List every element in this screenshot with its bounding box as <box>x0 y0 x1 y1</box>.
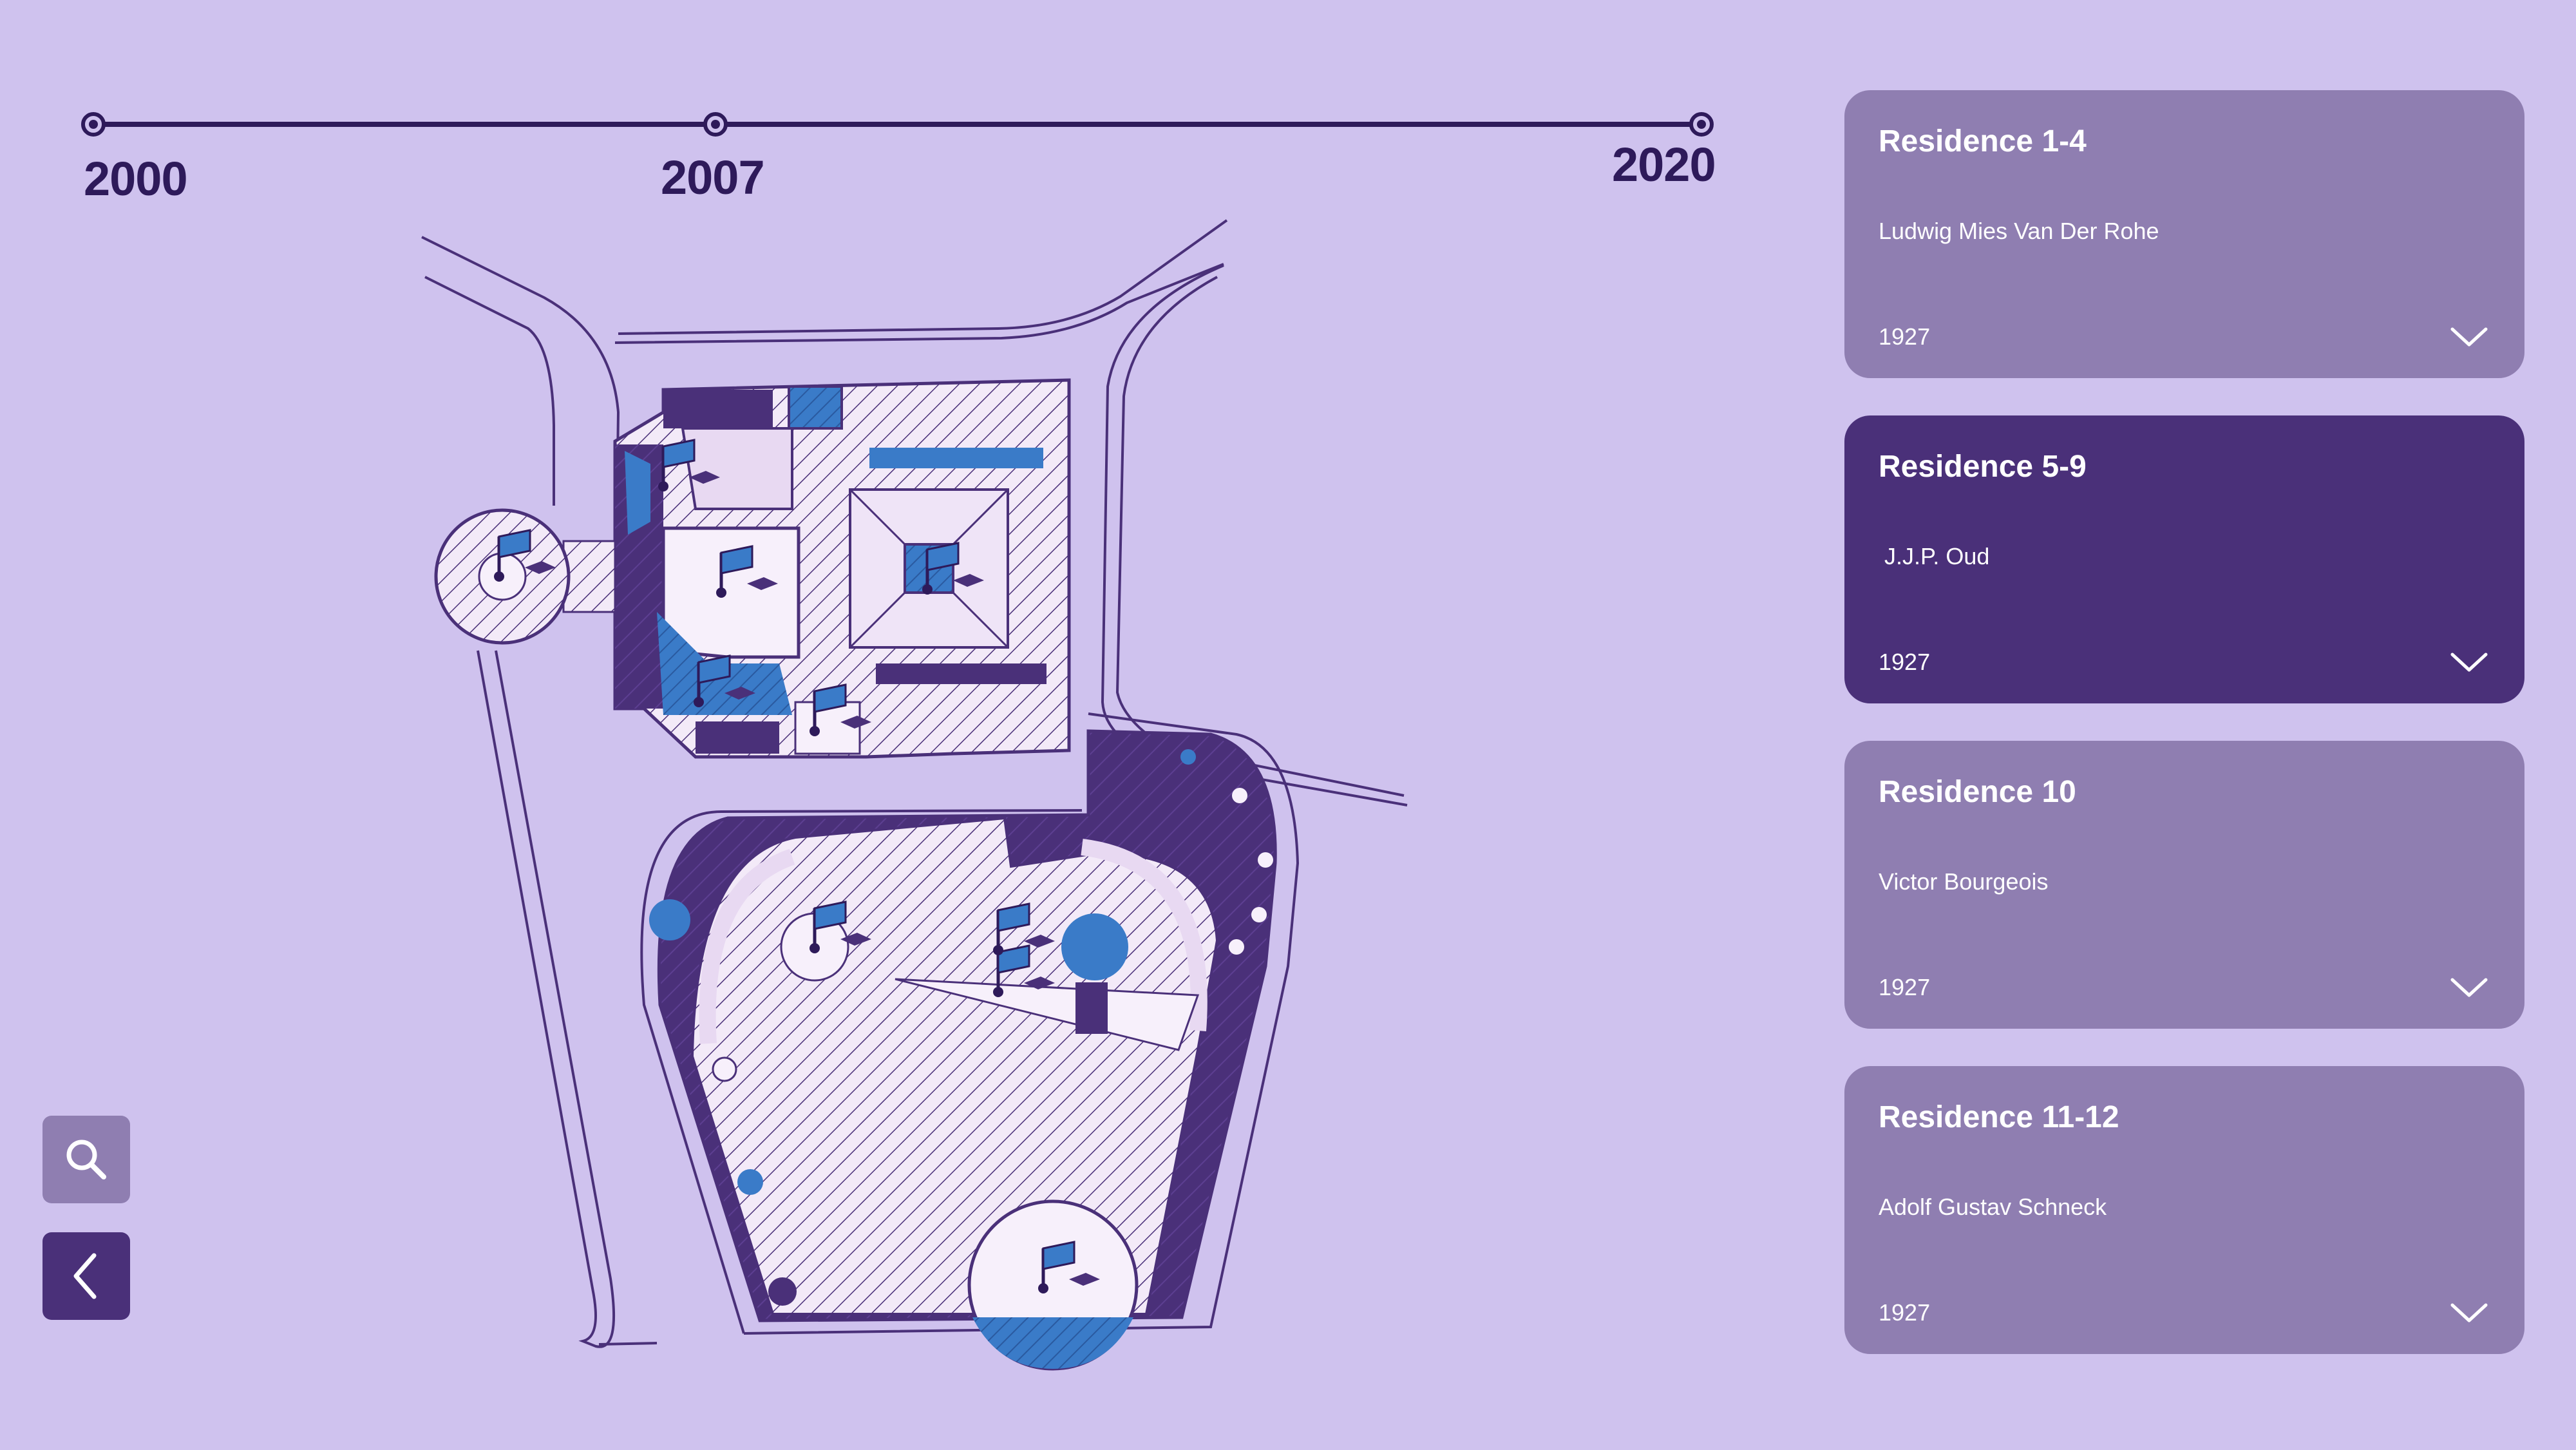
roads <box>421 219 1408 1348</box>
residence-architect: J.J.P. Oud <box>1884 543 1990 569</box>
search-icon <box>66 1140 106 1179</box>
back-button[interactable] <box>43 1232 130 1320</box>
residence-card[interactable]: Residence 10 Victor Bourgeois 1927 <box>1844 741 2524 1029</box>
residence-architect: Ludwig Mies Van Der Rohe <box>1879 218 2159 244</box>
residence-title: Residence 5-9 <box>1879 450 2087 484</box>
timeline-label-2007: 2007 <box>661 151 765 204</box>
residence-architect: Victor Bourgeois <box>1879 868 2049 895</box>
residence-year: 1927 <box>1879 649 1931 675</box>
residence-card-selected[interactable]: Residence 5-9 J.J.P. Oud 1927 <box>1844 415 2524 703</box>
residence-card[interactable]: Residence 1-4 Ludwig Mies Van Der Rohe 1… <box>1844 90 2524 378</box>
residence-architect: Adolf Gustav Schneck <box>1879 1194 2107 1220</box>
residence-list: Residence 1-4 Ludwig Mies Van Der Rohe 1… <box>1844 90 2524 1391</box>
residence-title: Residence 11-12 <box>1879 1100 2119 1134</box>
chevron-down-icon[interactable] <box>2450 1302 2488 1324</box>
residence-year: 1927 <box>1879 974 1931 1000</box>
residence-title: Residence 10 <box>1879 775 2076 809</box>
pavilion-west[interactable] <box>434 508 616 645</box>
residence-year: 1927 <box>1879 1299 1931 1326</box>
timeline[interactable]: 2000 2007 2020 <box>0 0 1803 213</box>
timeline-label-2020: 2020 <box>1612 138 1716 191</box>
timeline-label-2000: 2000 <box>84 152 188 205</box>
residence-card[interactable]: Residence 11-12 Adolf Gustav Schneck 192… <box>1844 1066 2524 1354</box>
chevron-down-icon[interactable] <box>2450 651 2488 673</box>
chevron-down-icon[interactable] <box>2450 977 2488 998</box>
chevron-left-icon <box>73 1253 97 1299</box>
building-south[interactable] <box>649 729 1277 1371</box>
timeline-node-2020[interactable] <box>1689 112 1714 137</box>
timeline-node-2000[interactable] <box>81 112 106 137</box>
search-button[interactable] <box>43 1116 130 1203</box>
residence-year: 1927 <box>1879 323 1931 350</box>
site-map[interactable] <box>0 0 1803 1450</box>
timeline-node-2007[interactable] <box>703 112 728 137</box>
timeline-track[interactable] <box>93 122 1703 127</box>
residence-title: Residence 1-4 <box>1879 124 2087 158</box>
chevron-down-icon[interactable] <box>2450 326 2488 348</box>
